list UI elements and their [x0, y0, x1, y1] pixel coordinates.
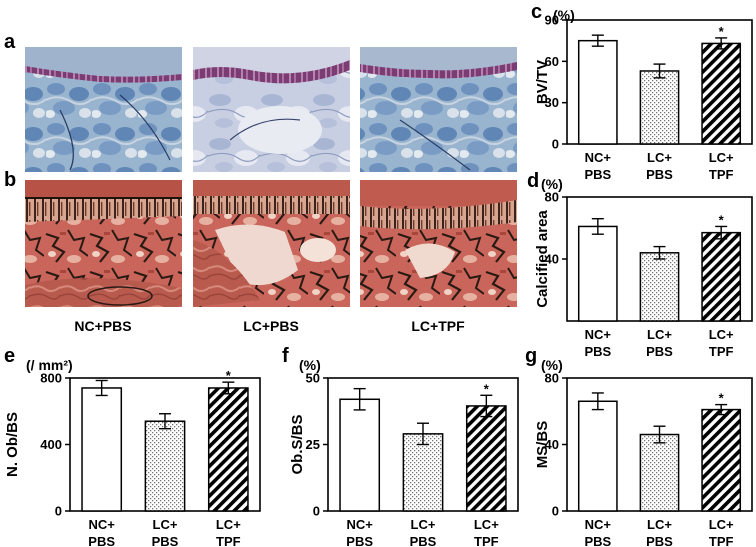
y-axis-label: N. Ob/BS [4, 412, 21, 477]
caption-lc-pbs: LC+PBS [243, 318, 299, 334]
x-tick-label: PBS [88, 534, 115, 547]
y-axis-label: MS/BS [534, 421, 551, 469]
x-tick-label: LC+ [153, 517, 178, 532]
bar-chart-d: 40 80 NC+ PBS LC+ PBS * LC+ TPF Calcified area d (%… [527, 170, 753, 359]
panel-label: e [4, 345, 15, 367]
y-tick-label: 800 [40, 371, 62, 386]
y-unit-label: (%) [541, 176, 563, 192]
bar [144, 420, 186, 512]
bar [701, 408, 742, 512]
x-tick-label: PBS [584, 534, 611, 547]
x-tick-label: LC+ [709, 327, 734, 342]
micrograph-a-nc-pbs [25, 47, 182, 172]
panel-label: d [527, 170, 539, 192]
micrograph-a-lc-tpf [360, 47, 517, 172]
bar [339, 398, 381, 512]
bar-chart-e: 0 400 800 NC+ PBS LC+ PBS * LC+ TPF N. Ob/BS e (/ mm… [4, 345, 261, 547]
x-tick-label: TPF [474, 534, 499, 547]
x-tick-label: PBS [646, 534, 673, 547]
x-tick-label: LC+ [709, 150, 734, 165]
x-tick-label: PBS [646, 344, 673, 359]
bar-chart-c: 0 30 60 90 NC+ PBS LC+ PBS * LC+ TPF BV/TV c (%) [531, 1, 753, 182]
x-tick-label: PBS [410, 534, 437, 547]
x-tick-label: LC+ [647, 517, 672, 532]
y-tick-label: 0 [552, 137, 559, 152]
bar [577, 225, 618, 322]
x-tick-label: LC+ [474, 517, 499, 532]
y-tick-label: 90 [545, 13, 559, 28]
panel-label: f [282, 345, 289, 367]
micrograph-a-lc-pbs [193, 47, 350, 172]
bar [701, 231, 742, 322]
x-tick-label: PBS [646, 167, 673, 182]
x-tick-label: NC+ [346, 517, 373, 532]
bar [701, 42, 742, 145]
x-tick-label: TPF [216, 534, 241, 547]
y-unit-label: (%) [541, 357, 563, 373]
x-tick-label: PBS [152, 534, 179, 547]
significance-mark: * [719, 212, 725, 227]
x-tick-label: LC+ [411, 517, 436, 532]
significance-mark: * [226, 368, 232, 383]
x-tick-label: LC+ [647, 327, 672, 342]
row-label-b: b [4, 169, 16, 191]
y-tick-label: 0 [313, 504, 320, 519]
significance-mark: * [719, 24, 725, 39]
micrograph-b-nc-pbs [25, 180, 182, 307]
y-tick-label: 30 [545, 95, 559, 110]
y-axis-label: Calcified area [534, 210, 551, 308]
bar [577, 400, 618, 512]
y-tick-label: 0 [552, 504, 559, 519]
x-tick-label: LC+ [647, 150, 672, 165]
y-tick-label: 80 [545, 371, 559, 386]
y-tick-label: 400 [40, 437, 62, 452]
bar-chart-f: 0 25 50 NC+ PBS LC+ PBS * LC+ TPF Ob.S/BS f (%) [282, 345, 519, 547]
significance-mark: * [484, 381, 490, 396]
bar [402, 433, 444, 512]
x-tick-label: PBS [584, 167, 611, 182]
panel-label: c [531, 1, 542, 23]
bar-chart-g: 0 40 80 NC+ PBS LC+ PBS * LC+ TPF MS/BS g (%) [525, 345, 753, 547]
y-tick-label: 40 [545, 437, 559, 452]
significance-mark: * [719, 391, 725, 406]
caption-nc-pbs: NC+PBS [74, 318, 131, 334]
x-tick-label: NC+ [585, 150, 612, 165]
y-axis-label: BV/TV [534, 60, 551, 104]
row-label-a: a [4, 31, 16, 53]
y-unit-label: (%) [553, 7, 575, 23]
y-tick-label: 40 [545, 252, 559, 267]
bar [207, 387, 249, 512]
bar [639, 252, 680, 322]
y-unit-label: (%) [299, 357, 321, 373]
y-tick-label: 80 [545, 190, 559, 205]
bar [639, 433, 680, 512]
bar [465, 405, 507, 512]
x-tick-label: NC+ [585, 517, 612, 532]
y-tick-label: 0 [55, 504, 62, 519]
x-tick-label: TPF [709, 344, 734, 359]
micrograph-b-lc-pbs [193, 180, 350, 307]
x-tick-label: TPF [709, 167, 734, 182]
x-tick-label: PBS [346, 534, 373, 547]
y-tick-label: 25 [306, 437, 320, 452]
y-tick-label: 60 [545, 54, 559, 69]
x-tick-label: TPF [709, 534, 734, 547]
y-axis-label: Ob.S/BS [289, 414, 306, 474]
y-tick-label: 50 [306, 371, 320, 386]
x-tick-label: NC+ [585, 327, 612, 342]
x-tick-label: LC+ [216, 517, 241, 532]
bar [577, 39, 618, 145]
x-tick-label: NC+ [88, 517, 115, 532]
bar [81, 387, 123, 512]
y-unit-label: (/ mm²) [26, 357, 73, 373]
x-tick-label: LC+ [709, 517, 734, 532]
bar [639, 70, 680, 145]
micrograph-b-lc-tpf [360, 180, 517, 307]
caption-lc-tpf: LC+TPF [411, 318, 465, 334]
panel-label: g [525, 345, 537, 367]
x-tick-label: PBS [584, 344, 611, 359]
